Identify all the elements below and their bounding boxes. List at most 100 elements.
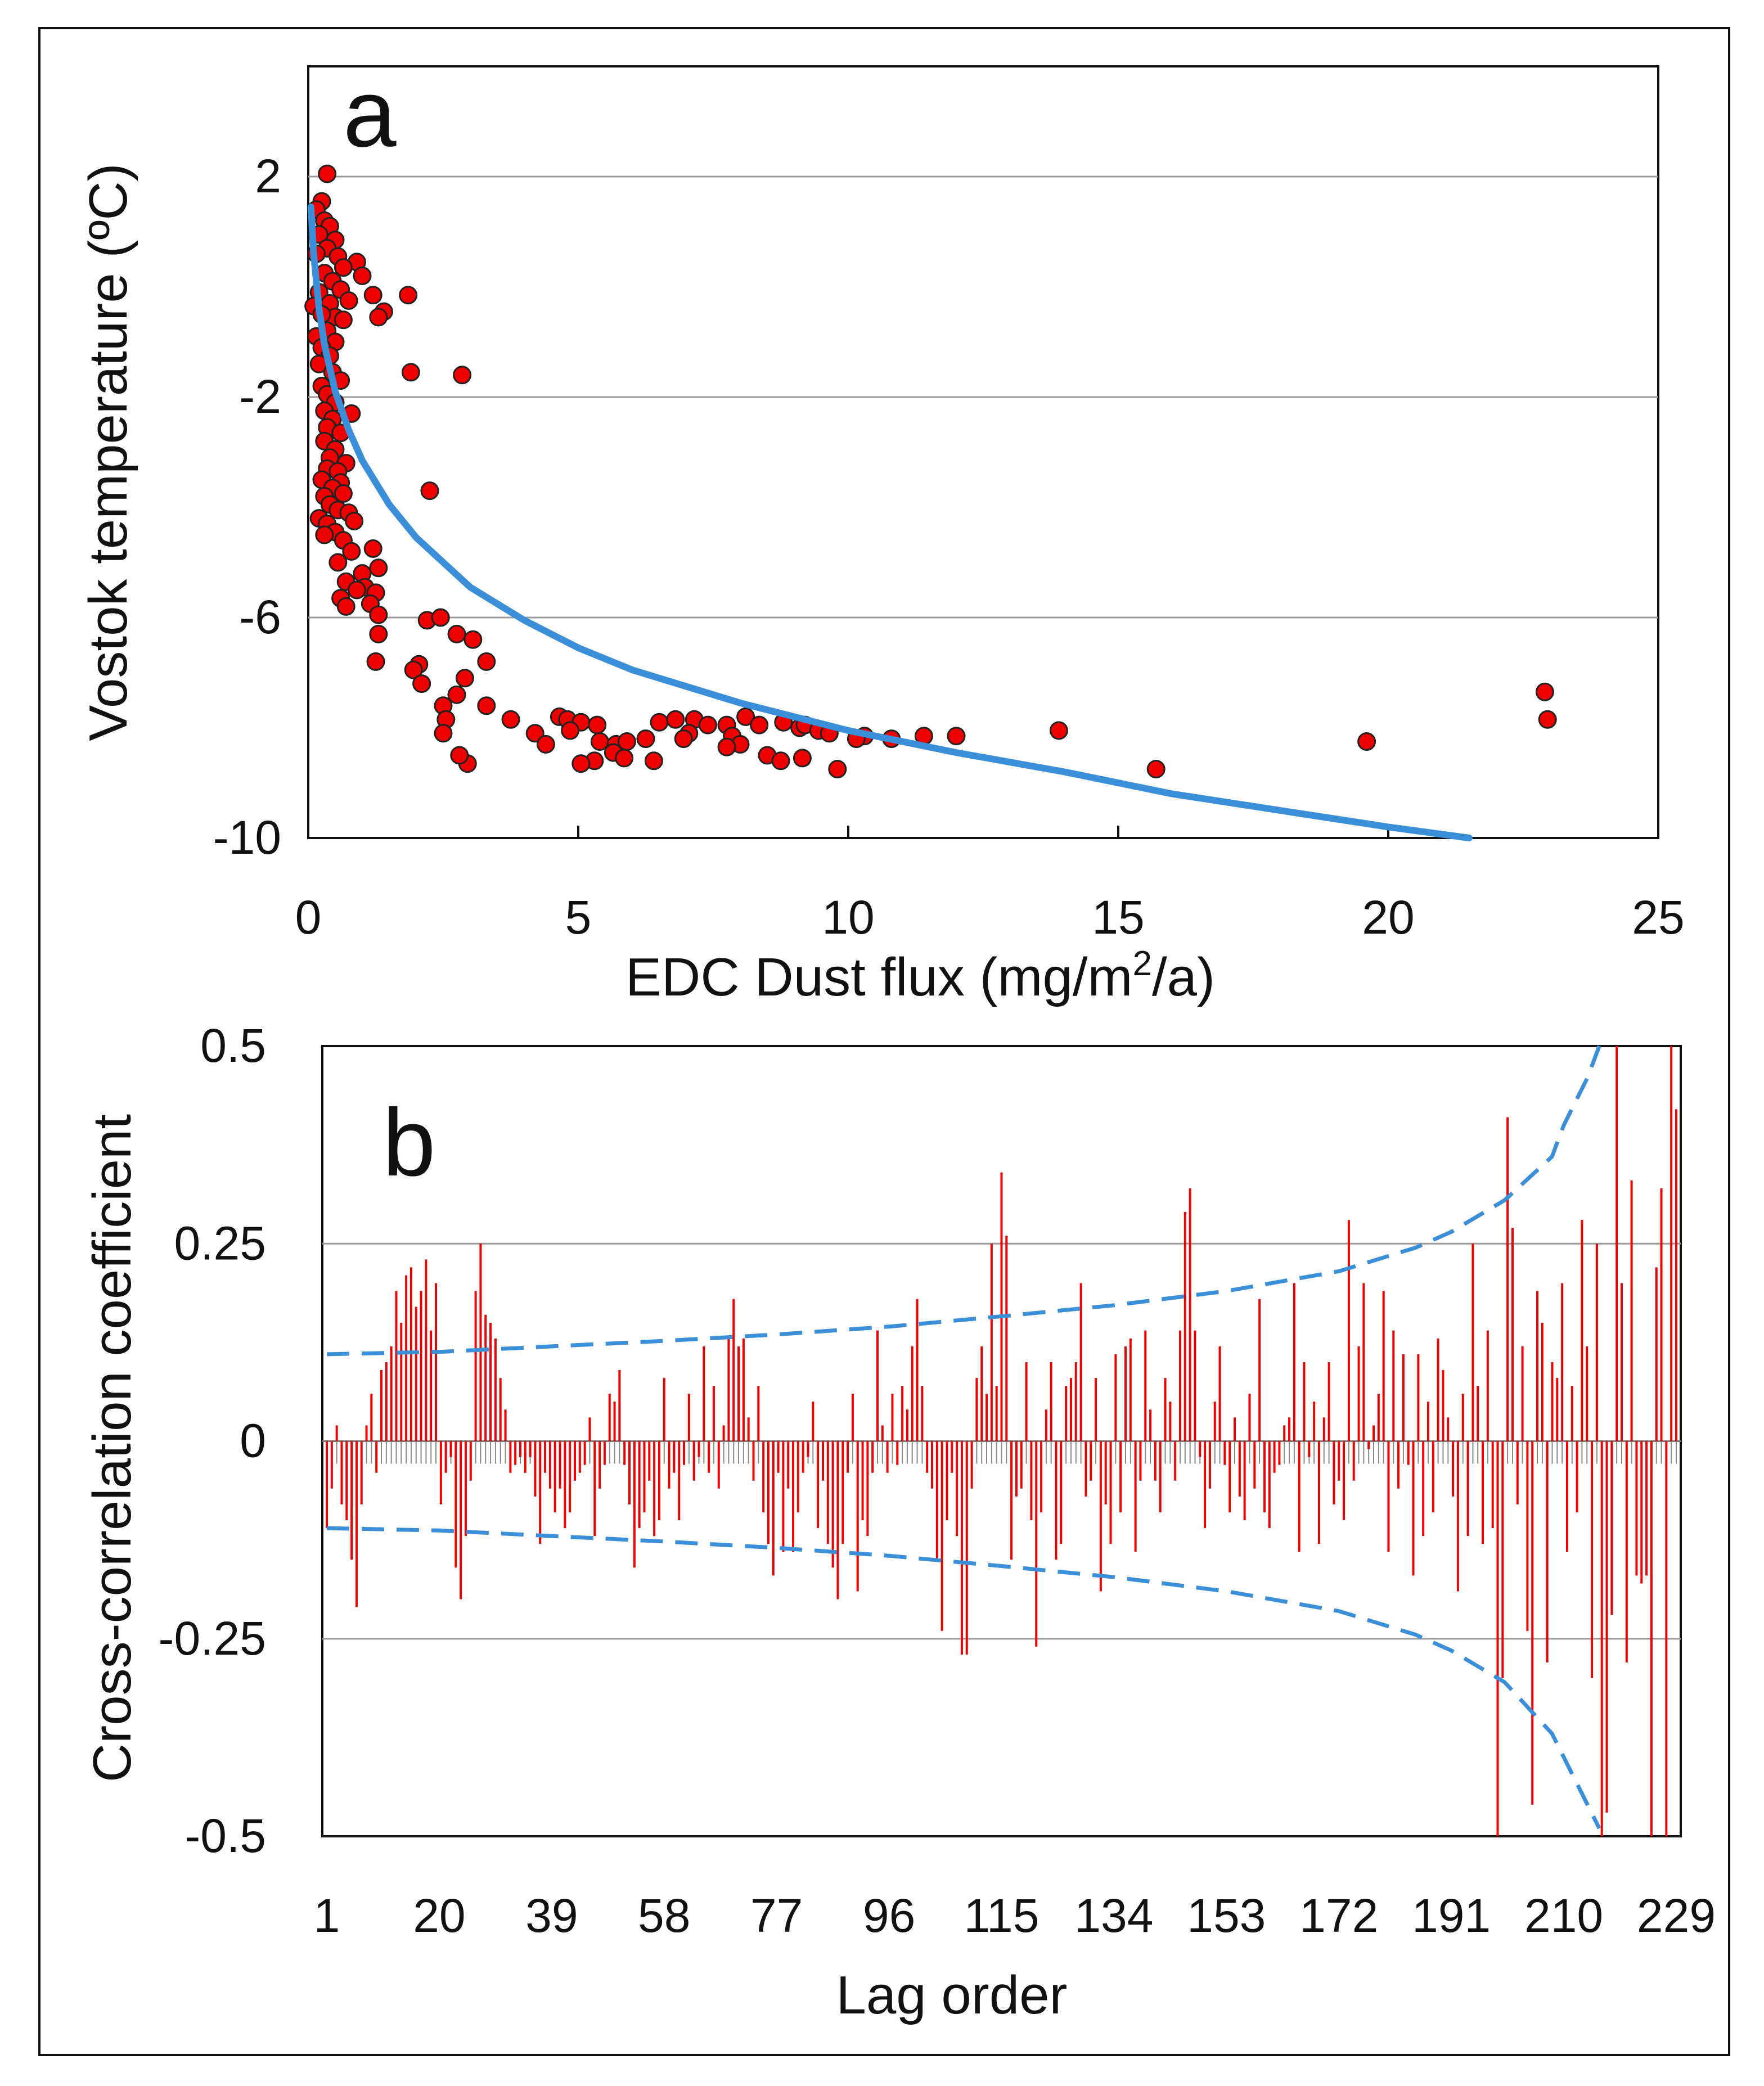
panel-b-x-tick-label: 58 xyxy=(638,1889,690,1942)
panel-a-data-point xyxy=(771,751,790,771)
panel-a-data-point xyxy=(347,580,366,600)
panel-b-x-tick-label: 210 xyxy=(1524,1889,1603,1942)
panel-a-data-point xyxy=(1146,760,1166,778)
panel-a-data-point xyxy=(399,286,418,305)
panel-b-x-tick-label: 229 xyxy=(1637,1889,1716,1942)
panel-b-x-tick-label: 191 xyxy=(1412,1889,1491,1942)
panel-b-y-tick-label: 0.25 xyxy=(174,1217,267,1269)
panel-a-data-point xyxy=(334,310,353,330)
panel-b-x-axis-title: Lag order xyxy=(836,1965,1068,2025)
panel-a-data-point xyxy=(369,558,388,578)
panel-a-data-point xyxy=(477,696,496,715)
panel-a-data-point xyxy=(336,597,356,616)
panel-b-y-tick-label: -0.5 xyxy=(184,1809,266,1862)
panel-b: 0.5 0.25 0 -0.25 -0.5 1 20 39 58 77 96 115 134 153 17… xyxy=(82,1019,1716,2025)
panel-a-data-point xyxy=(363,286,382,305)
panel-a-y-tick-label: -10 xyxy=(213,811,281,864)
panel-b-y-tick-label: 0 xyxy=(240,1414,266,1467)
panel-a-data-point xyxy=(636,729,655,749)
panel-a-data-point xyxy=(501,710,520,729)
panel-b-y-tick-label: 0.5 xyxy=(200,1019,266,1072)
panel-a-data-point xyxy=(420,481,439,501)
panel-a-data-point xyxy=(750,715,769,735)
panel-a: 2 -2 -6 -10 0 5 10 15 20 25 a EDC Dust flux (mg/… xyxy=(78,60,1685,1007)
panel-a-data-point xyxy=(434,724,453,743)
panel-a-data-point xyxy=(650,713,669,732)
panel-a-data-point xyxy=(315,525,334,544)
panel-a-data-point xyxy=(401,363,420,382)
panel-a-data-point xyxy=(369,308,388,327)
panel-a-data-point xyxy=(447,624,466,643)
panel-a-data-point xyxy=(615,749,634,768)
panel-a-data-point xyxy=(717,737,736,756)
panel-a-data-point xyxy=(431,608,450,627)
panel-a-data-point xyxy=(447,685,466,704)
panel-a-data-point xyxy=(334,258,353,277)
panel-a-data-point xyxy=(1357,732,1376,751)
panel-b-x-tick-label: 77 xyxy=(750,1889,803,1942)
panel-a-data-point xyxy=(666,710,685,729)
panel-a-data-point xyxy=(525,724,544,743)
panel-a-gridlines xyxy=(308,175,1658,619)
panel-a-x-tick-label: 15 xyxy=(1092,891,1144,944)
panel-a-y-tick-label: -2 xyxy=(239,370,281,423)
panel-b-x-tick-label: 20 xyxy=(413,1889,465,1942)
panel-b-lower-confidence-line xyxy=(326,1526,1601,1830)
panel-a-y-tick-label: 2 xyxy=(255,150,281,202)
panel-a-fit-curve xyxy=(307,203,1473,841)
panel-b-x-tick-label: 115 xyxy=(964,1889,1040,1942)
panel-a-data-point xyxy=(674,729,693,749)
panel-a-data-point xyxy=(328,553,348,572)
panel-b-upper-confidence-line xyxy=(326,1045,1601,1357)
panel-b-y-ticks: 0.5 0.25 0 -0.25 -0.5 xyxy=(159,1019,266,1862)
panel-b-x-tick-label: 96 xyxy=(863,1889,915,1942)
panel-b-correlation-bars xyxy=(326,1046,1677,1836)
panel-a-data-point xyxy=(588,715,607,735)
panel-a-data-point xyxy=(404,660,423,679)
panel-a-data-point xyxy=(369,624,388,643)
panel-b-y-axis-title: Cross-correlation coefficient xyxy=(82,1114,142,1782)
panel-a-x-axis-title: EDC Dust flux (mg/m2/a) xyxy=(626,944,1215,1007)
figure-frame xyxy=(38,27,1730,2056)
panel-a-y-axis-title: Vostok temperature (ºC) xyxy=(78,163,138,741)
panel-a-data-point xyxy=(477,652,496,671)
panel-a-data-point xyxy=(1049,721,1068,740)
panel-a-label: a xyxy=(343,60,397,167)
panel-b-y-tick-label: -0.25 xyxy=(159,1612,266,1665)
panel-a-x-tick-label: 5 xyxy=(565,891,592,944)
panel-a-data-point xyxy=(698,715,717,735)
panel-a-x-tick-label: 0 xyxy=(295,891,322,944)
panel-a-data-point xyxy=(318,164,337,183)
panel-a-data-point xyxy=(1538,710,1557,729)
panel-a-data-point xyxy=(450,746,469,765)
panel-a-data-point xyxy=(561,721,580,740)
panel-a-y-tick-label: -6 xyxy=(239,591,281,643)
panel-a-data-point xyxy=(828,760,847,778)
panel-b-x-tick-label: 172 xyxy=(1299,1889,1378,1942)
panel-a-data-point xyxy=(644,751,663,771)
panel-a-data-point xyxy=(369,605,388,624)
panel-a-x-ticks: 0 5 10 15 20 25 xyxy=(295,826,1685,944)
panel-a-data-point xyxy=(366,652,385,671)
panel-a-data-point xyxy=(736,707,755,726)
panel-a-plot-area xyxy=(307,65,1659,839)
panel-a-data-point xyxy=(464,630,483,649)
panel-b-x-tick-label: 39 xyxy=(525,1889,578,1942)
panel-a-data-point xyxy=(412,674,431,693)
panel-a-data-point xyxy=(455,669,474,688)
panel-b-x-tick-label: 134 xyxy=(1074,1889,1153,1942)
panel-a-data-point xyxy=(353,266,372,285)
panel-a-data-point xyxy=(363,539,382,558)
panel-b-x-ticks: 1 20 39 58 77 96 115 134 153 172 191 210 229 xyxy=(314,1889,1716,1942)
panel-a-x-tick-label: 20 xyxy=(1362,891,1414,944)
panel-a-data-point xyxy=(1535,682,1554,701)
panel-a-data-point xyxy=(345,512,364,530)
panel-a-data-points xyxy=(304,164,1557,778)
panel-a-data-point xyxy=(339,291,358,310)
panel-a-data-point xyxy=(453,366,472,385)
panel-a-x-tick-label: 10 xyxy=(822,891,874,944)
panel-b-x-tick-label: 153 xyxy=(1187,1889,1266,1942)
panel-a-y-ticks: 2 -2 -6 -10 xyxy=(213,150,281,864)
panel-a-data-point xyxy=(947,727,966,746)
